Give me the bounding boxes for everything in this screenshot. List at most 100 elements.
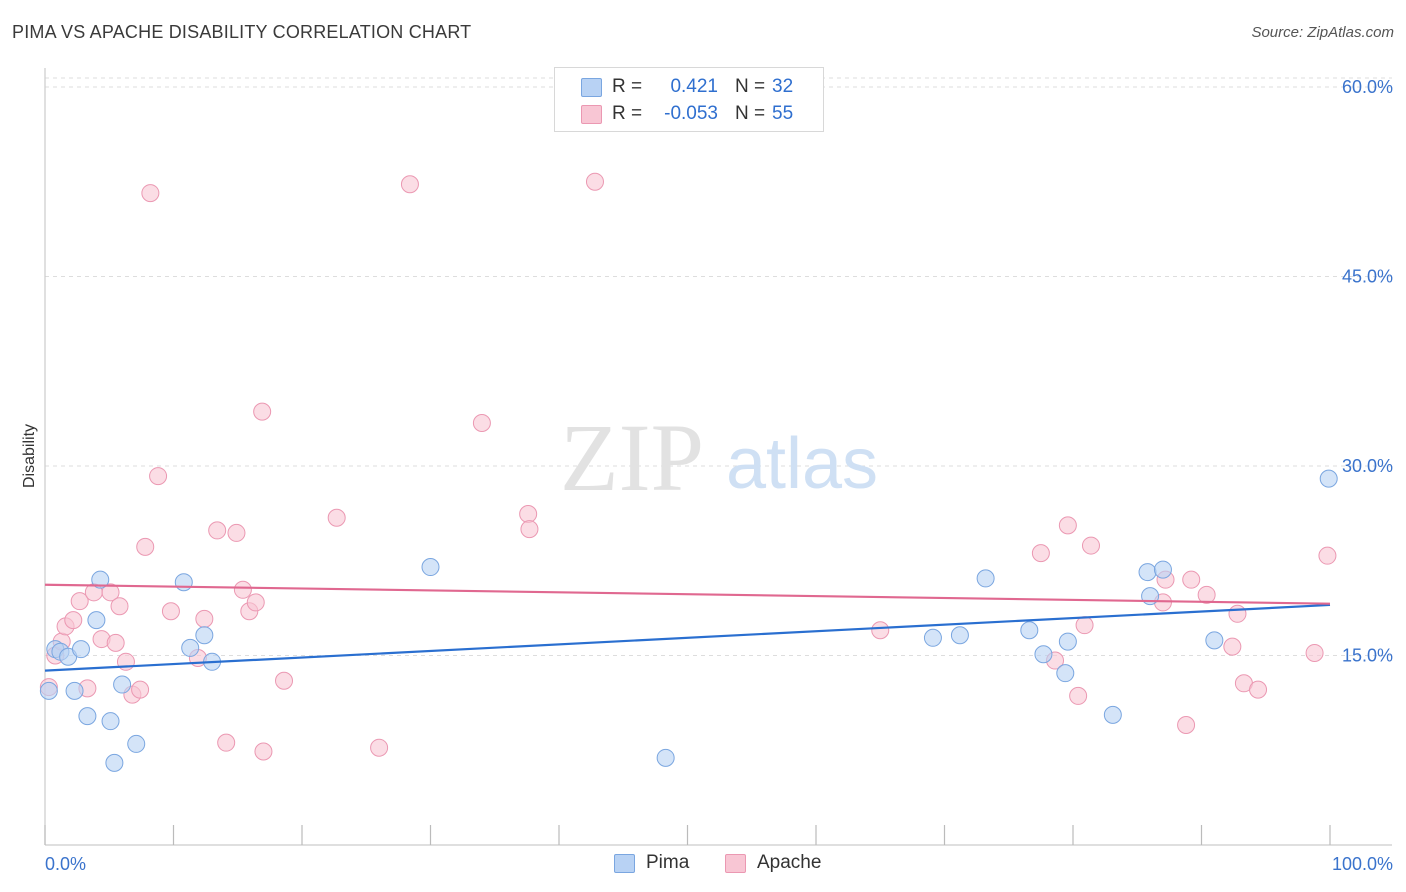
apache-point	[70, 592, 89, 611]
trend-layer	[44, 583, 1331, 672]
apache-point	[233, 580, 252, 599]
watermark-atlas: atlas	[726, 424, 878, 504]
apache-point	[327, 508, 346, 527]
apache-point	[472, 414, 491, 433]
apache-point	[254, 742, 273, 761]
pima-point	[1319, 469, 1338, 488]
apache-point	[106, 633, 125, 652]
apache-point	[141, 184, 160, 203]
pima-point	[105, 753, 124, 772]
pima-point	[174, 573, 193, 592]
pima-point	[181, 638, 200, 657]
apache-point	[1058, 516, 1077, 535]
pima-r-value: 0.421	[670, 76, 718, 97]
pima-point	[78, 707, 97, 726]
apache-point	[1081, 536, 1100, 555]
pima-trend-line	[44, 603, 1331, 672]
bottom-pima-label: Pima	[646, 852, 690, 873]
pima-point	[656, 748, 675, 767]
apache-point	[217, 733, 236, 752]
apache-point	[1318, 546, 1337, 565]
pima-swatch	[581, 78, 602, 97]
apache-point	[370, 738, 389, 757]
apache-trend-line	[44, 583, 1331, 605]
apache-point	[519, 504, 538, 523]
apache-point	[101, 583, 120, 602]
apache-point	[1069, 686, 1088, 705]
pima-point	[91, 570, 110, 589]
y-tick-label: 15.0%	[1342, 645, 1393, 665]
apache-n-value: 55	[772, 103, 794, 124]
apache-point	[275, 671, 294, 690]
grid-layer	[45, 77, 1392, 656]
pima-point	[1103, 705, 1122, 724]
y-tick-label: 60.0%	[1342, 77, 1393, 97]
apache-point	[1249, 680, 1268, 699]
y-axis-label: Disability	[21, 424, 38, 488]
pima-point	[950, 626, 969, 645]
apache-point	[1228, 604, 1247, 623]
apache-point	[227, 523, 246, 542]
apache-swatch	[581, 105, 602, 124]
bottom-pima-swatch	[614, 854, 635, 873]
apache-point	[1305, 643, 1324, 662]
apache-point	[161, 602, 180, 621]
apache-r-value: -0.053	[664, 103, 718, 124]
apache-point	[400, 175, 419, 194]
watermark-zip: ZIP	[560, 404, 704, 511]
pima-point	[976, 569, 995, 588]
pima-point	[113, 675, 132, 694]
pima-n-label: N =	[735, 76, 766, 97]
pima-point	[1056, 664, 1075, 683]
y-tick-label: 30.0%	[1342, 456, 1393, 476]
pima-point	[87, 611, 106, 630]
pima-point	[127, 734, 146, 753]
apache-point	[1182, 570, 1201, 589]
pima-point	[195, 626, 214, 645]
pima-point	[923, 628, 942, 647]
apache-point	[871, 621, 890, 640]
pima-r-label: R =	[612, 76, 643, 97]
apache-point	[253, 402, 272, 421]
pima-point	[1153, 560, 1172, 579]
apache-point	[149, 467, 168, 486]
apache-point	[1197, 585, 1216, 604]
y-tick-label: 45.0%	[1342, 266, 1393, 286]
apache-point	[64, 611, 83, 630]
apache-point	[585, 172, 604, 191]
bottom-apache-label: Apache	[757, 852, 822, 873]
apache-point	[1075, 616, 1094, 635]
pima-point	[71, 640, 90, 659]
pima-point	[39, 681, 58, 700]
chart-title: PIMA VS APACHE DISABILITY CORRELATION CH…	[12, 22, 472, 42]
apache-point	[208, 521, 227, 540]
apache-point	[131, 680, 150, 699]
pima-point	[65, 681, 84, 700]
apache-n-label: N =	[735, 103, 766, 124]
apache-point	[1031, 544, 1050, 563]
pima-point	[1020, 621, 1039, 640]
pima-point	[1034, 645, 1053, 664]
pima-point	[1058, 632, 1077, 651]
apache-point	[1177, 715, 1196, 734]
correlation-legend: R = 0.421 N = 32 R = -0.053 N = 55	[554, 67, 824, 132]
tick-label-layer: 15.0% 30.0% 45.0% 60.0% 0.0% 100.0%	[45, 77, 1393, 874]
x-tick-label-min: 0.0%	[45, 854, 86, 874]
apache-point	[246, 593, 265, 612]
points-layer	[39, 172, 1338, 772]
bottom-apache-swatch	[725, 854, 746, 873]
apache-r-label: R =	[612, 103, 643, 124]
pima-point	[1205, 631, 1224, 650]
apache-point	[520, 520, 539, 539]
pima-point	[1138, 563, 1157, 582]
apache-point	[1223, 637, 1242, 656]
apache-point	[195, 609, 214, 628]
source-attribution: Source: ZipAtlas.com	[1251, 24, 1394, 41]
x-tick-label-max: 100.0%	[1332, 854, 1393, 874]
apache-point	[136, 537, 155, 556]
pima-n-value: 32	[772, 76, 794, 97]
watermark: ZIP atlas	[560, 404, 878, 511]
axis-layer	[44, 68, 1392, 846]
apache-point	[110, 597, 129, 616]
